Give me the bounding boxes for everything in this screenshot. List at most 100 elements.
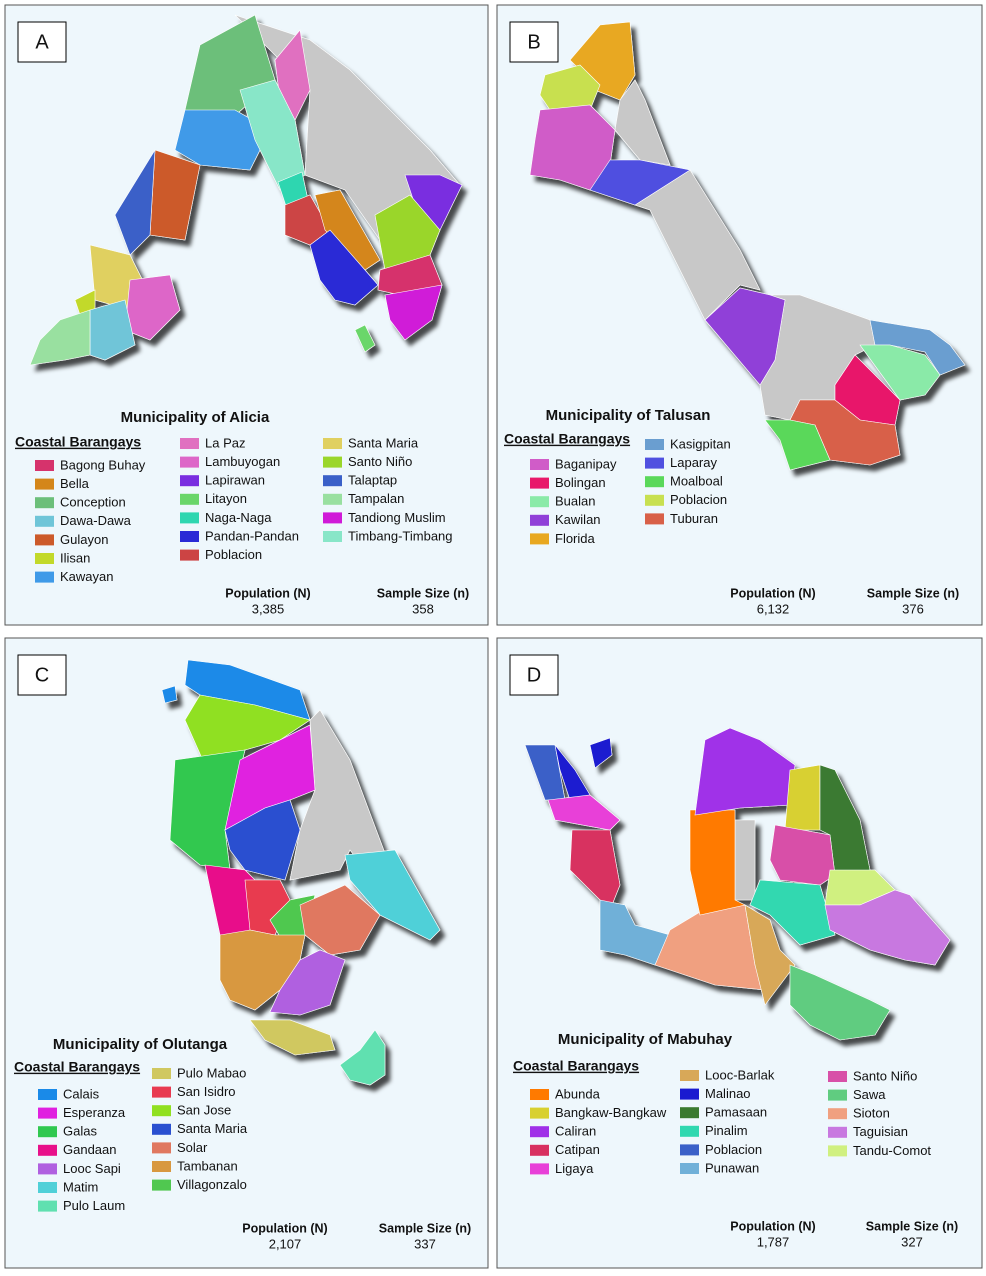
legend-swatch <box>530 477 549 489</box>
population-value: 2,107 <box>269 1236 302 1251</box>
legend-label: Bualan <box>555 494 595 509</box>
map-alicia <box>29 14 463 366</box>
legend-label: Villagonzalo <box>177 1177 247 1192</box>
legend-swatch <box>180 493 199 505</box>
legend-label: Esperanza <box>63 1105 126 1120</box>
barangay-area <box>749 879 836 946</box>
legend-label: Poblacion <box>670 492 727 507</box>
map-title: Municipality of Olutanga <box>53 1036 228 1053</box>
legend-swatch <box>645 439 664 450</box>
legend-swatch <box>38 1182 57 1193</box>
legend-swatch <box>530 514 549 526</box>
legend-swatch <box>680 1088 699 1100</box>
panel-letter: C <box>35 664 49 686</box>
legend-label: Santo Niño <box>348 454 412 469</box>
panel-letter-box <box>509 21 559 63</box>
legend-label: Santo Niño <box>853 1068 917 1083</box>
legend-swatch <box>38 1107 57 1119</box>
barangay-area <box>744 904 796 1006</box>
panel-letter-box <box>17 654 67 696</box>
map-title: Municipality of Alicia <box>121 409 270 426</box>
barangay-area <box>354 324 376 353</box>
sample-size-value: 337 <box>414 1236 436 1251</box>
legend-swatch <box>323 531 342 542</box>
sample-size-value: 358 <box>412 601 434 616</box>
sample-size-label: Sample Size (n) <box>866 1219 958 1233</box>
legend-label: Looc Sapi <box>63 1161 121 1176</box>
barangay-area <box>269 949 346 1016</box>
barangay-area <box>174 109 271 171</box>
barangay-area <box>161 685 178 704</box>
barangay-area <box>824 889 951 966</box>
legend-label: Poblacion <box>205 547 262 562</box>
non-coastal-area <box>289 709 396 891</box>
barangay-area <box>314 189 381 271</box>
legend-swatch <box>645 513 664 525</box>
legend-swatch <box>152 1179 171 1191</box>
map-mabuhay <box>524 727 951 1041</box>
legend-swatch <box>180 512 199 524</box>
barangay-area <box>589 159 691 206</box>
legend-label: Bella <box>60 476 90 491</box>
legend-label: Pamasaan <box>705 1105 767 1120</box>
legend-label: Tuburan <box>670 511 718 526</box>
legend-swatch <box>152 1105 171 1117</box>
sample-size-label: Sample Size (n) <box>379 1221 471 1235</box>
legend-swatch <box>152 1068 171 1079</box>
legend-swatch <box>38 1144 57 1156</box>
legend-label: Tampalan <box>348 491 404 506</box>
legend-label: Lambuyogan <box>205 454 280 469</box>
legend-label: Litayon <box>205 491 247 506</box>
non-coastal-area <box>734 819 756 901</box>
legend-heading: Coastal Barangays <box>504 431 630 447</box>
legend-label: Sioton <box>853 1106 890 1121</box>
legend-swatch <box>38 1163 57 1175</box>
legend-heading: Coastal Barangays <box>14 1059 140 1075</box>
sample-size-value: 376 <box>902 601 924 616</box>
barangay-area <box>224 799 301 881</box>
panel-letter-box <box>17 21 67 63</box>
panel: B Municipality of Talusan Coastal Barangay… <box>504 21 959 616</box>
legend-label: Matim <box>63 1179 98 1194</box>
legend-label: Solar <box>177 1140 208 1155</box>
legend-label: Punawan <box>705 1160 759 1175</box>
legend-swatch <box>152 1142 171 1154</box>
legend-label: Ligaya <box>555 1161 594 1176</box>
legend-swatch <box>35 497 54 509</box>
legend-label: Catipan <box>555 1142 600 1157</box>
legend-swatch <box>35 571 54 583</box>
panel-letter: D <box>527 664 541 686</box>
legend-swatch <box>530 1144 549 1156</box>
legend-label: Lapirawan <box>205 473 265 488</box>
legend-swatch <box>680 1125 699 1137</box>
legend-swatch <box>35 460 54 471</box>
legend-swatch <box>35 553 54 564</box>
legend-swatch <box>323 512 342 524</box>
legend-label: Poblacion <box>705 1142 762 1157</box>
legend-label: Calais <box>63 1086 100 1101</box>
legend-label: Taguisian <box>853 1124 908 1139</box>
legend-swatch <box>38 1089 57 1100</box>
legend-swatch <box>828 1108 847 1120</box>
barangay-area <box>384 284 443 341</box>
population-label: Population (N) <box>225 586 310 600</box>
legend-swatch <box>35 534 54 546</box>
legend-swatch <box>530 1107 549 1119</box>
barangay-area <box>249 1019 336 1056</box>
panel: D Municipality of Mabuhay Coastal Barangay… <box>509 654 958 1249</box>
legend-label: Florida <box>555 531 596 546</box>
barangay-area <box>339 1029 386 1086</box>
legend-label: Talaptap <box>348 473 397 488</box>
legend-label: Santa Maria <box>348 435 419 450</box>
panel-letter: B <box>527 31 540 53</box>
sample-size-label: Sample Size (n) <box>867 586 959 600</box>
legend-label: Laparay <box>670 455 717 470</box>
legend-swatch <box>828 1071 847 1082</box>
legend-swatch <box>680 1070 699 1081</box>
barangay-area <box>784 764 821 831</box>
legend-label: Bolingan <box>555 475 606 490</box>
legend-label: La Paz <box>205 435 245 450</box>
legend-label: Abunda <box>555 1086 601 1101</box>
legend-swatch <box>152 1123 171 1135</box>
